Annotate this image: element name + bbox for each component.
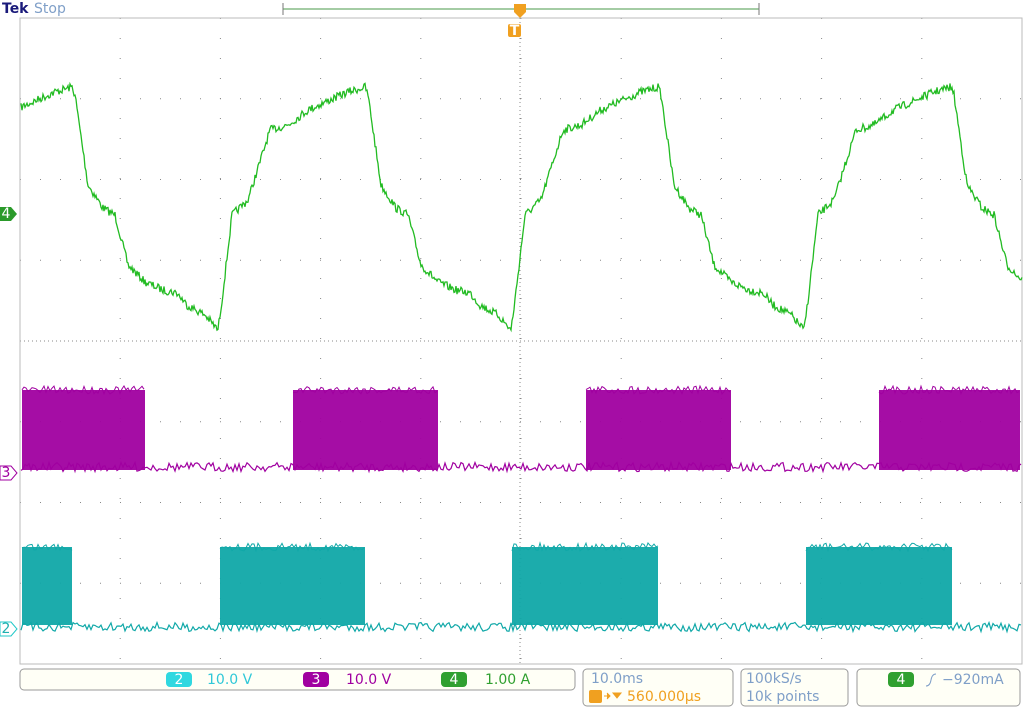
ch3-burst-edge [292, 385, 438, 395]
waveforms [20, 81, 1023, 634]
ch2-burst-edge [21, 543, 73, 552]
border [19, 17, 1023, 665]
trigger-position-icon [514, 4, 526, 18]
ch3-burst [879, 390, 1020, 470]
ch2-burst-edge [219, 541, 365, 553]
trigger-level: −920mA [942, 672, 1004, 688]
ch3-marker [0, 465, 18, 481]
ch4-marker [0, 207, 17, 221]
vertical-settings [19, 668, 576, 691]
trigger-position: 560.000µs [627, 689, 701, 705]
ch3-burst [586, 390, 731, 470]
sample-rate: 100kS/s [746, 671, 802, 687]
ch2-scale: 10.0 V [207, 672, 253, 688]
ch4-marker-label: 4 [2, 206, 11, 222]
ch3-burst [293, 390, 438, 470]
ch4-trace [20, 81, 1023, 333]
horizontal-settings [582, 668, 734, 707]
ch2-burst-edge [805, 542, 953, 553]
ch2-marker [0, 621, 18, 637]
delay-arrow [604, 692, 623, 700]
ch3-number: 3 [312, 672, 321, 688]
ch3-marker-label: 3 [2, 465, 11, 481]
ch2-marker-label: 2 [2, 621, 11, 637]
ch2-burst-edge [511, 541, 659, 552]
ch3-badge [303, 672, 329, 687]
ch4-badge [441, 672, 467, 687]
trigger-source: 4 [897, 672, 906, 688]
brand: Tek [2, 1, 29, 17]
trigger-slope [925, 673, 937, 687]
ch2-badge [166, 672, 192, 687]
ch3-burst-edge [585, 384, 731, 396]
ch2-burst [806, 547, 952, 625]
trigger-marker [508, 24, 521, 37]
ch2-number: 2 [175, 672, 184, 688]
ch3-burst-edge [21, 384, 145, 396]
ch2-burst [512, 547, 658, 625]
ch4-number: 4 [450, 672, 459, 688]
ch3-scale: 10.0 V [346, 672, 392, 688]
ch4-scale: 1.00 A [485, 672, 531, 688]
timebase: 10.0ms [591, 671, 643, 687]
trigger-source-badge [888, 672, 914, 687]
ch2-burst [22, 547, 72, 625]
trigger-marker-label: T [510, 23, 520, 39]
ch3-burst-edge [878, 384, 1020, 396]
run-status: Stop [34, 1, 66, 17]
ch3-burst [22, 390, 145, 470]
ch3-baseline [20, 460, 1022, 474]
acquisition-settings [740, 668, 849, 707]
trigger-icon [589, 690, 602, 703]
ch2-burst [220, 547, 365, 625]
record-length: 10k points [746, 689, 819, 705]
